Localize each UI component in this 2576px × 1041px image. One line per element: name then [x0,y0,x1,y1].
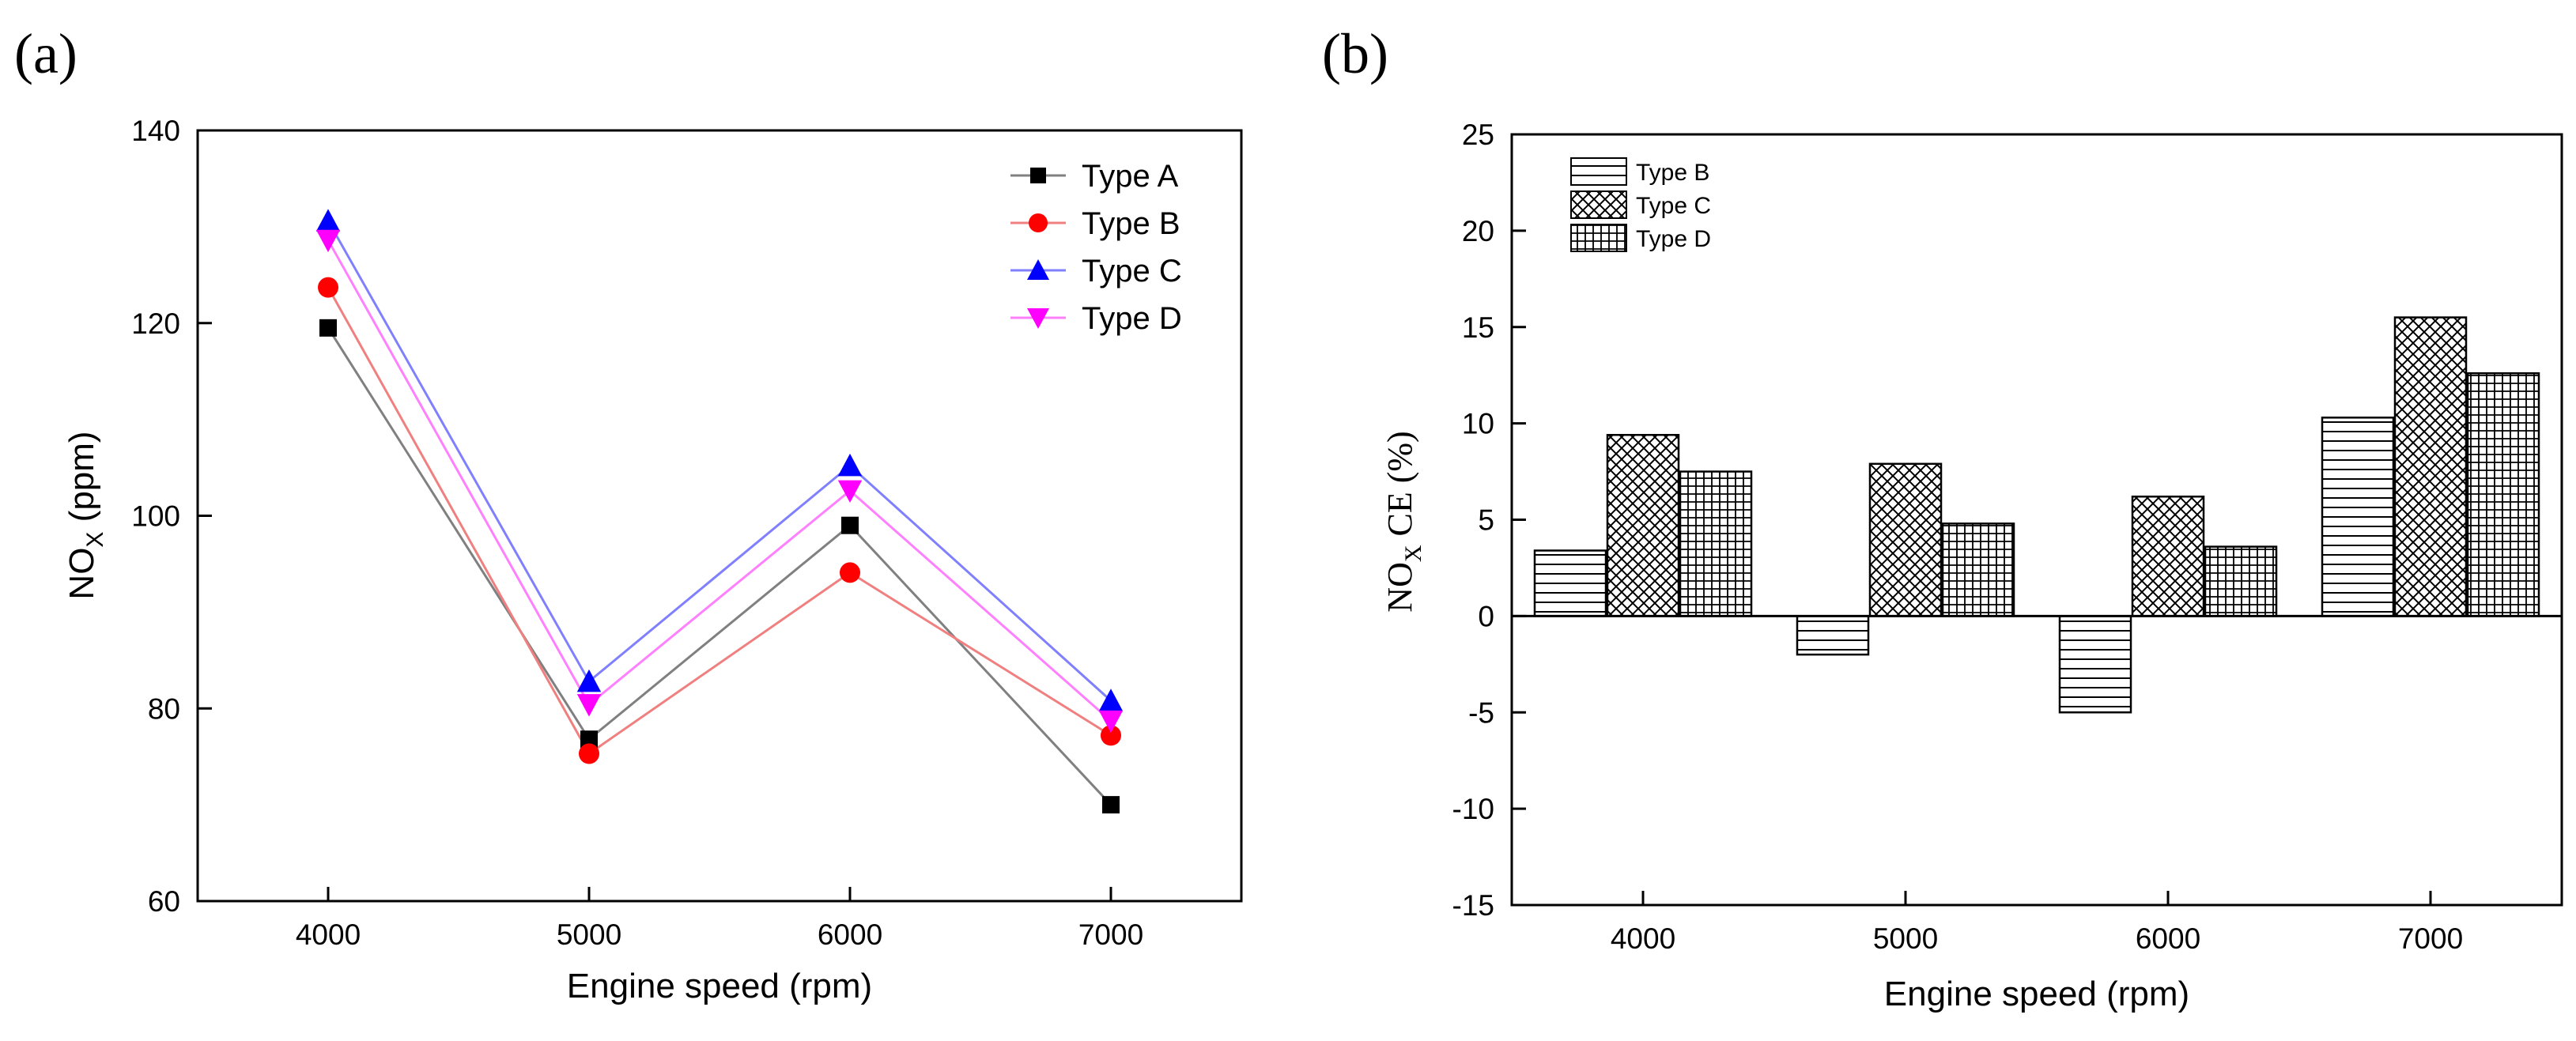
y-tick-label-a: 140 [131,115,180,147]
x-axis-title-b: Engine speed (rpm) [1884,975,2189,1013]
legend-label-b: Type B [1636,160,1709,186]
x-axis-title-a: Engine speed (rpm) [567,967,872,1005]
data-point-type-a [841,516,859,534]
y-axis-title-b: NOX CE (%) [1381,431,1426,612]
bar-type-c [1868,462,1943,617]
plot-frame-b [1510,133,2563,907]
series-line-type-a [327,327,1112,806]
data-point-type-c [1098,688,1124,711]
y-tick-label-b: 0 [1478,600,1494,632]
bar-type-b [2058,615,2132,714]
y-tick-label-b: 10 [1462,408,1494,440]
legend-label-a: Type A [1082,159,1179,194]
legend-label-a: Type C [1082,254,1182,289]
legend-a: Type A Type B Type C Type D [1010,159,1182,336]
plot-frame-a [196,129,1243,903]
bar-type-b [1796,615,1870,656]
data-point-type-b [1101,725,1121,746]
legend-swatch [1570,157,1627,186]
data-point-type-c [576,669,602,692]
chart-b: (b) -15 -10 -5 0 5 10 15 20 25 4000 5000 6000 7000 T… [1322,22,2563,1013]
legend-b: Type B Type C Type D [1570,157,1711,252]
x-tick-label-a: 5000 [557,918,621,951]
data-point-type-b [318,277,338,298]
legend-marker [1027,308,1049,329]
y-tick-label-a: 60 [148,885,180,918]
data-point-type-d [315,229,341,253]
bar-type-c [1606,434,1680,617]
bar-type-b [2321,417,2395,617]
data-point-type-d [1098,710,1124,734]
y-tick-label-b: 5 [1478,504,1494,537]
bar-type-d [1941,522,2015,617]
data-point-type-a [319,319,337,337]
data-point-type-b [840,562,860,583]
x-tick-label-a: 7000 [1078,918,1143,951]
x-tick-label-a: 6000 [818,918,882,951]
data-point-type-d [837,480,863,504]
x-tick-label-b: 6000 [2136,922,2200,955]
legend-marker [1029,213,1048,232]
bar-type-c [2131,496,2205,617]
panel-label-a: (a) [14,22,77,85]
data-point-type-a [580,730,598,749]
y-tick-label-a: 80 [148,692,180,725]
y-tick-label-b: -10 [1452,793,1494,825]
series-line-type-d [327,240,1112,722]
y-tick-label-a: 100 [131,500,180,533]
legend-label-b: Type D [1636,226,1711,252]
y-tick-label-a: 120 [131,307,180,340]
panel-label-b: (b) [1322,22,1388,85]
data-point-type-a [1102,796,1120,814]
y-tick-label-b: 15 [1462,311,1494,344]
legend-label-a: Type B [1082,206,1180,241]
legend-marker [1030,168,1046,183]
bar-type-c [2393,316,2468,617]
data-point-type-d [576,694,602,717]
y-tick-label-b: 20 [1462,215,1494,247]
x-tick-label-b: 4000 [1611,922,1675,955]
legend-marker [1027,259,1049,280]
data-point-type-b [579,743,599,764]
data-point-type-c [315,209,341,232]
y-tick-label-b: -5 [1468,696,1494,729]
series-line-type-b [327,286,1112,756]
bar-type-d [2466,372,2540,617]
legend-label-b: Type C [1636,193,1711,219]
legend-swatch [1570,224,1627,252]
bar-type-d [2204,545,2278,617]
legend-label-a: Type D [1082,301,1182,336]
series-line-type-c [327,220,1112,702]
data-point-type-c [837,453,863,477]
legend-swatch [1570,190,1627,219]
y-axis-title-a: NOX (ppm) [62,431,108,599]
bar-type-d [1679,470,1753,617]
chart-a: (a) 60 80 100 120 140 4000 5000 6000 7000 Type A… [14,22,1243,1005]
x-tick-label-a: 4000 [296,918,361,951]
x-tick-label-b: 5000 [1873,922,1938,955]
y-tick-label-b: 25 [1462,119,1494,151]
bar-type-b [1533,549,1607,617]
x-tick-label-b: 7000 [2398,922,2463,955]
y-tick-label-b: -15 [1452,889,1494,922]
